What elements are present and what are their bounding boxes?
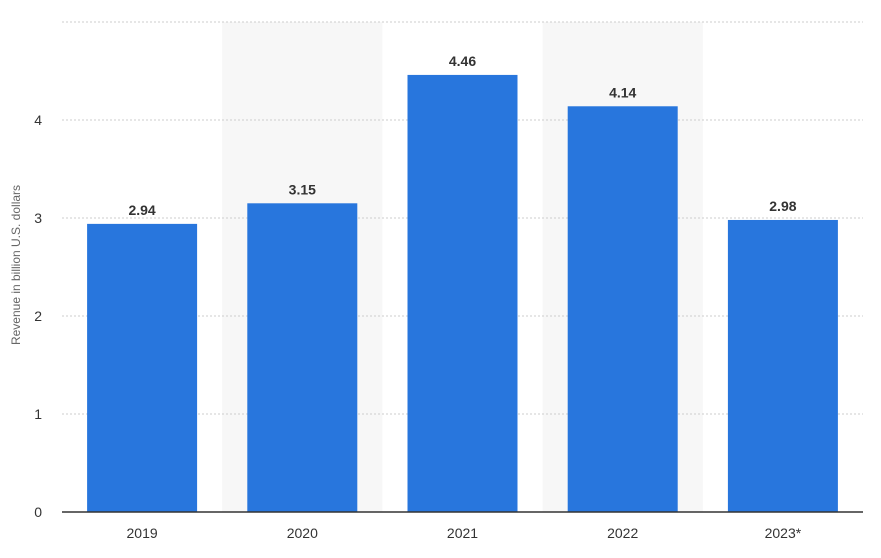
y-tick-label: 0	[34, 504, 42, 520]
bar	[247, 203, 358, 513]
x-tick-label: 2023*	[765, 525, 802, 541]
value-labels: 2.94 3.15 4.46 4.14 2.98	[128, 53, 796, 218]
data-label: 3.15	[289, 181, 316, 197]
x-tick-label: 2019	[127, 525, 158, 541]
data-label: 2.98	[769, 198, 796, 214]
y-axis: 0 1 2 3 4	[34, 112, 42, 520]
y-axis-title: Revenue in billion U.S. dollars	[9, 185, 23, 345]
data-label: 2.94	[128, 202, 155, 218]
data-label: 4.14	[609, 84, 636, 100]
bar	[567, 106, 678, 512]
x-tick-label: 2021	[447, 525, 478, 541]
x-axis: 2019 2020 2021 2022 2023*	[62, 511, 863, 541]
data-label: 4.46	[449, 53, 476, 69]
bar	[407, 74, 518, 513]
y-tick-label: 3	[34, 210, 42, 226]
y-tick-label: 1	[34, 406, 42, 422]
bar	[87, 223, 198, 512]
x-tick-label: 2022	[607, 525, 638, 541]
bars	[87, 74, 838, 513]
y-tick-label: 4	[34, 112, 42, 128]
bar	[727, 219, 838, 512]
x-tick-label: 2020	[287, 525, 318, 541]
y-tick-label: 2	[34, 308, 42, 324]
